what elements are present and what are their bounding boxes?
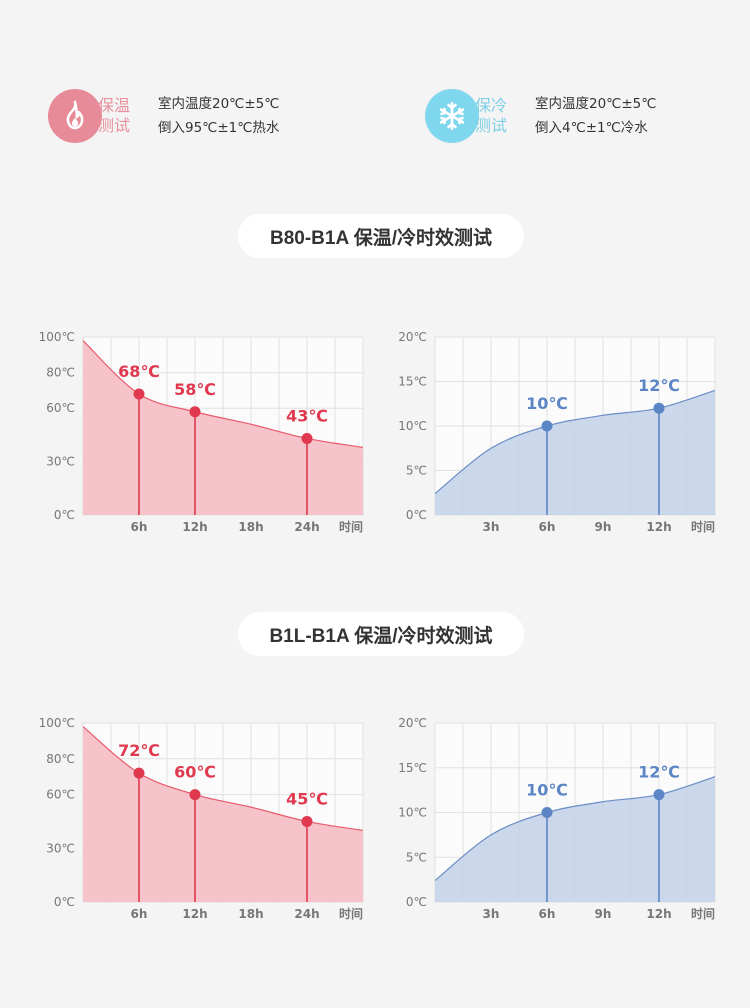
legend-hot-tag-line1: 保温 xyxy=(98,96,131,115)
snowflake-icon xyxy=(439,102,465,130)
data-label: 68℃ xyxy=(118,362,160,381)
flame-icon xyxy=(66,100,84,130)
y-tick-label: 60℃ xyxy=(46,401,75,415)
x-tick-label: 9h xyxy=(595,520,612,534)
data-point xyxy=(301,815,313,827)
x-tick-label: 6h xyxy=(539,907,556,921)
series-area xyxy=(435,390,715,515)
legend-hot-tag-line2: 测试 xyxy=(98,116,131,135)
data-label: 43℃ xyxy=(286,406,328,425)
series-area xyxy=(83,340,363,515)
legend-hot-room-temp: 室内温度20℃±5℃ xyxy=(158,96,280,112)
y-tick-label: 0℃ xyxy=(406,508,427,522)
x-axis-label: 时间 xyxy=(691,906,715,921)
x-tick-label: 24h xyxy=(294,520,319,534)
data-label: 45℃ xyxy=(286,789,328,808)
y-tick-label: 10℃ xyxy=(398,419,427,433)
y-tick-label: 10℃ xyxy=(398,806,427,820)
x-tick-label: 9h xyxy=(595,907,612,921)
x-tick-label: 6h xyxy=(131,520,148,534)
x-axis-label: 时间 xyxy=(691,519,715,534)
x-tick-label: 12h xyxy=(182,907,207,921)
data-point xyxy=(541,420,553,432)
data-point xyxy=(301,432,313,444)
legend-cold-tag-line2: 测试 xyxy=(475,116,508,135)
y-tick-label: 5℃ xyxy=(406,464,427,478)
data-point xyxy=(133,388,145,400)
legend-hot-tag: 保温 测试 xyxy=(98,96,142,136)
data-label: 58℃ xyxy=(174,380,216,399)
legend-cold-pour-water: 倒入4℃±1℃冷水 xyxy=(535,120,648,136)
y-tick-label: 0℃ xyxy=(54,895,75,909)
x-tick-label: 12h xyxy=(646,907,671,921)
legend-warm-test: 保温 测试 室内温度20℃±5℃ 倒入95℃±1℃热水 xyxy=(48,88,279,144)
data-point xyxy=(189,789,201,801)
x-tick-label: 3h xyxy=(483,520,500,534)
y-tick-label: 80℃ xyxy=(46,366,75,380)
legend-hot-pour-water: 倒入95℃±1℃热水 xyxy=(158,120,280,136)
y-tick-label: 0℃ xyxy=(406,895,427,909)
x-tick-label: 18h xyxy=(238,907,263,921)
legend-cold-tag-line1: 保冷 xyxy=(475,96,508,115)
data-label: 12℃ xyxy=(638,763,680,782)
x-axis-label: 时间 xyxy=(339,906,363,921)
x-tick-label: 6h xyxy=(131,907,148,921)
data-label: 10℃ xyxy=(526,781,568,800)
x-tick-label: 3h xyxy=(483,907,500,921)
y-tick-label: 5℃ xyxy=(406,850,427,864)
y-tick-label: 15℃ xyxy=(398,375,427,389)
x-tick-label: 6h xyxy=(539,520,556,534)
snowflake-badge xyxy=(425,89,479,143)
legend-hot-description: 室内温度20℃±5℃ 倒入95℃±1℃热水 xyxy=(158,92,279,140)
y-tick-label: 15℃ xyxy=(398,761,427,775)
legend-cold-tag: 保冷 测试 xyxy=(475,96,519,136)
section-title-b1l: B1L-B1A 保温/冷时效测试 xyxy=(238,612,524,656)
section-title-b80: B80-B1A 保温/冷时效测试 xyxy=(238,214,524,258)
y-tick-label: 60℃ xyxy=(46,788,75,802)
flame-badge xyxy=(48,89,102,143)
data-point xyxy=(133,767,145,779)
legend-cold-test: 保冷 测试 室内温度20℃±5℃ 倒入4℃±1℃冷水 xyxy=(425,88,656,144)
y-tick-label: 20℃ xyxy=(398,716,427,730)
y-tick-label: 100℃ xyxy=(39,716,75,730)
x-tick-label: 12h xyxy=(182,520,207,534)
y-tick-label: 20℃ xyxy=(398,330,427,344)
legend-cold-description: 室内温度20℃±5℃ 倒入4℃±1℃冷水 xyxy=(535,92,656,140)
data-point xyxy=(653,402,665,414)
data-label: 12℃ xyxy=(638,376,680,395)
data-label: 72℃ xyxy=(118,741,160,760)
data-point xyxy=(541,807,553,818)
x-axis-label: 时间 xyxy=(339,519,363,534)
data-point xyxy=(653,789,665,801)
y-tick-label: 30℃ xyxy=(46,841,75,855)
data-label: 10℃ xyxy=(526,394,568,413)
x-tick-label: 18h xyxy=(238,520,263,534)
y-tick-label: 0℃ xyxy=(54,508,75,522)
series-area xyxy=(435,776,715,902)
data-label: 60℃ xyxy=(174,763,216,782)
y-tick-label: 100℃ xyxy=(39,330,75,344)
series-area xyxy=(83,726,363,902)
data-point xyxy=(189,406,201,418)
y-tick-label: 80℃ xyxy=(46,752,75,766)
legend-cold-room-temp: 室内温度20℃±5℃ xyxy=(535,96,657,112)
y-tick-label: 30℃ xyxy=(46,455,75,469)
x-tick-label: 12h xyxy=(646,520,671,534)
x-tick-label: 24h xyxy=(294,907,319,921)
